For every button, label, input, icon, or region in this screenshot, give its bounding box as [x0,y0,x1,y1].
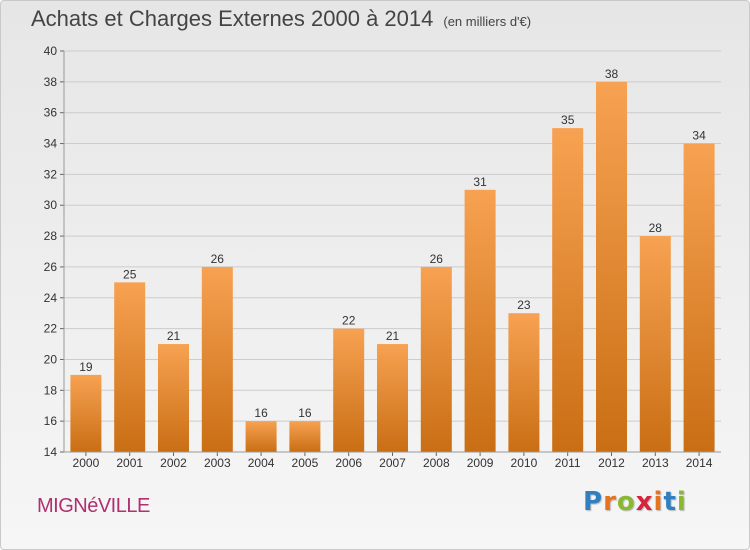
bar-2009 [464,189,496,453]
data-label-2008: 26 [430,252,444,266]
bar-2000 [70,374,102,452]
bar-2011 [552,128,584,452]
data-label-2011: 35 [561,113,575,127]
proxiti-logo: Proxiti [583,487,687,517]
logo-letter: i [676,487,687,517]
x-tick-label-2011: 2011 [555,456,581,470]
data-label-2004: 16 [254,406,268,420]
x-tick-label-2002: 2002 [160,456,187,470]
y-tick-label: 14 [44,445,58,459]
x-tick-label-2008: 2008 [423,456,450,470]
x-tick-label-2000: 2000 [73,456,100,470]
logo-letter: t [663,487,677,517]
y-tick-label: 38 [44,75,58,89]
bar-2003 [201,266,233,452]
logo-letter: i [653,487,664,517]
bar-2004 [245,421,277,452]
x-tick-label-2007: 2007 [379,456,406,470]
bar-2008 [420,266,452,452]
data-label-2002: 21 [167,329,181,343]
x-tick-label-2005: 2005 [292,456,319,470]
x-tick-label-2004: 2004 [248,456,275,470]
data-label-2014: 34 [692,129,706,143]
chart-subtitle: (en milliers d'€) [443,14,532,29]
data-label-2006: 22 [342,314,356,328]
data-label-2010: 23 [517,298,531,312]
data-label-2001: 25 [123,267,137,281]
x-tick-label-2001: 2001 [116,456,143,470]
y-tick-label: 22 [44,322,58,336]
bar-2013 [639,236,671,452]
x-tick-label-2009: 2009 [467,456,494,470]
x-tick-label-2010: 2010 [511,456,538,470]
data-label-2003: 26 [211,252,225,266]
y-tick-label: 32 [44,167,58,181]
y-tick-label: 28 [44,229,58,243]
y-tick-label: 20 [44,352,58,366]
y-tick-label: 40 [44,44,58,58]
x-tick-label-2013: 2013 [642,456,669,470]
y-tick-label: 24 [44,291,58,305]
logo-letter: P [583,487,604,517]
chart-title: Achats et Charges Externes 2000 à 2014 (e… [31,6,531,32]
x-tick-label-2012: 2012 [598,456,625,470]
y-tick-label: 36 [44,106,58,120]
bar-2012 [596,81,627,452]
y-tick-label: 26 [44,260,58,274]
y-tick-label: 16 [44,414,58,428]
data-label-2005: 16 [298,406,312,420]
title-text: Achats et Charges Externes 2000 à 2014 [31,6,434,31]
bar-2005 [289,421,321,452]
y-tick-label: 30 [44,198,58,212]
data-label-2013: 28 [649,221,663,235]
y-tick-label: 34 [44,137,58,151]
commune-name: MIGNéVILLE [37,495,150,517]
x-tick-label-2014: 2014 [686,456,713,470]
data-labels: 19 25 21 26 16 16 22 21 26 31 23 35 38 28 34 [79,67,706,420]
bar-2006 [333,328,365,452]
bars [70,81,715,453]
bar-2001 [114,282,146,452]
bar-2014 [683,143,715,453]
bar-2010 [508,313,540,452]
logo-letter: x [635,487,654,517]
x-tick-label-2003: 2003 [204,456,231,470]
logo-letter: r [603,487,617,517]
x-axis-ticks: 2000 2001 2002 2003 2004 2005 2006 2007 2008 2009… [64,451,721,470]
x-tick-label-2006: 2006 [335,456,362,470]
y-axis-ticks: 14 16 18 20 22 24 26 28 30 32 34 36 38 40 [44,44,65,459]
data-label-2012: 38 [605,67,619,81]
logo-letter: o [616,487,636,517]
data-label-2007: 21 [386,329,400,343]
y-tick-label: 18 [44,383,58,397]
data-label-2009: 31 [473,175,487,189]
bar-2002 [158,344,189,452]
bar-2007 [377,344,408,452]
data-label-2000: 19 [79,360,93,374]
